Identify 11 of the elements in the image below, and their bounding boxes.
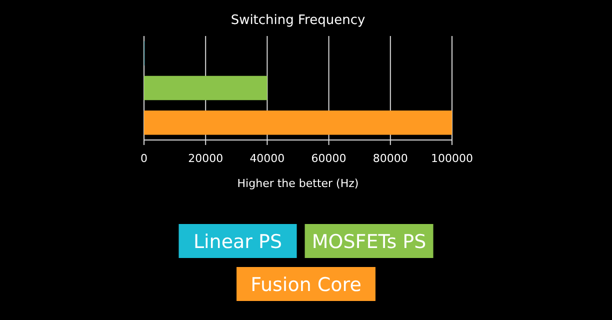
x-tick-label: 40000	[250, 152, 285, 165]
x-axis-title: Higher the better (Hz)	[237, 177, 359, 190]
x-tick-label: 100000	[431, 152, 473, 165]
x-tick-label: 20000	[188, 152, 224, 165]
text: Fusion Core	[250, 274, 362, 296]
x-tick-label: 80000	[372, 152, 408, 165]
x-tick-label: 0	[140, 152, 148, 165]
x-tick-label: 60000	[311, 152, 346, 165]
chart-title: Switching Frequency	[230, 13, 366, 28]
text: Linear PS	[193, 231, 282, 253]
text: MOSFETs PS	[312, 231, 426, 253]
